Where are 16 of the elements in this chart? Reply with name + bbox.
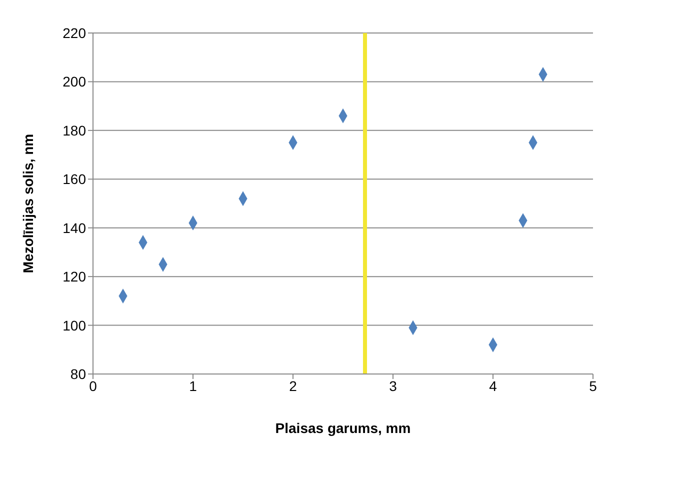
x-tick-label: 0	[89, 378, 98, 394]
y-tick-label: 140	[62, 220, 86, 236]
y-tick-label: 100	[62, 317, 86, 334]
y-tick-label: 80	[70, 366, 86, 382]
x-tick-label: 5	[589, 378, 598, 394]
x-tick-label: 1	[189, 378, 198, 394]
x-axis-title: Plaisas garums, mm	[275, 420, 411, 436]
x-tick-label: 4	[489, 378, 498, 394]
y-tick-label: 160	[62, 171, 86, 188]
x-tick-label: 2	[289, 378, 298, 394]
x-tick-label: 3	[389, 378, 398, 394]
y-tick-label: 120	[62, 268, 86, 285]
y-tick-label: 220	[62, 24, 86, 41]
y-tick-label: 180	[62, 122, 86, 138]
y-axis-title: Mezolīnijas solis, nm	[20, 134, 36, 274]
y-tick-label: 200	[62, 74, 86, 90]
